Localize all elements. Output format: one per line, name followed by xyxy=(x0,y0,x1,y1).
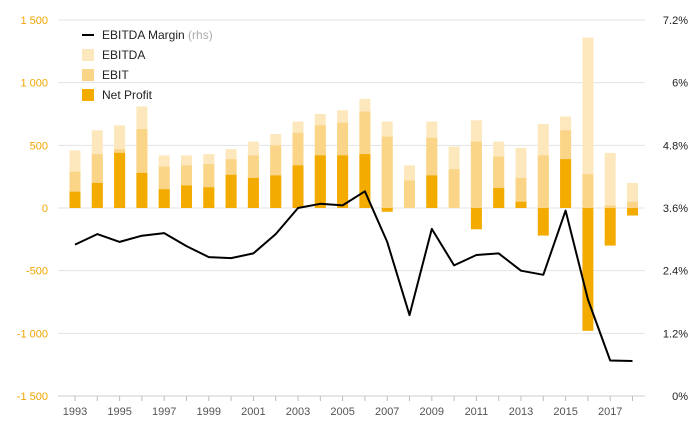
x-axis-tick-label: 2015 xyxy=(553,406,577,418)
x-axis-tick-label: 1999 xyxy=(197,406,221,418)
ebit-bar xyxy=(627,201,638,208)
x-axis-tick-label: 2007 xyxy=(375,406,399,418)
net-profit-bar xyxy=(359,154,371,208)
ebit-bar xyxy=(158,166,170,208)
net-profit-bar xyxy=(91,182,103,208)
left-axis-tick-label: 1 500 xyxy=(20,15,48,27)
ebitda-bar xyxy=(604,152,616,208)
gridlines xyxy=(58,19,645,397)
x-axis-tick-label: 2011 xyxy=(465,406,489,418)
ebit-bar xyxy=(404,180,415,208)
ebit-bar xyxy=(470,141,482,208)
x-axis-tick-label: 1993 xyxy=(63,406,87,418)
net-profit-bar xyxy=(247,177,259,208)
left-axis-tick-label: 500 xyxy=(30,140,48,152)
left-axis-tick-label: -500 xyxy=(26,266,48,278)
net-profit-bar xyxy=(292,165,304,208)
right-axis-tick-label: 7.2% xyxy=(663,15,688,27)
left-axis-tick-label: 0 xyxy=(42,203,48,215)
x-axis-tick-label: 2005 xyxy=(330,406,354,418)
legend: EBITDA Margin (rhs) EBITDA EBIT Net Profit xyxy=(82,28,213,102)
net-profit-bar xyxy=(381,208,393,212)
legend-label-suffix: (rhs) xyxy=(188,28,213,42)
legend-swatch xyxy=(82,69,94,81)
ebit-bar xyxy=(381,136,393,208)
x-axis-tick-label: 1997 xyxy=(152,406,176,418)
net-profit-bar xyxy=(114,152,126,208)
net-profit-bar xyxy=(158,189,170,208)
net-profit-bar xyxy=(69,191,81,208)
net-profit-bar xyxy=(470,208,482,230)
net-profit-bar xyxy=(604,208,616,246)
net-profit-bar xyxy=(337,155,349,208)
net-profit-bar xyxy=(537,208,549,236)
left-axis-tick-label: 1 000 xyxy=(20,78,48,90)
right-axis-tick-label: 0% xyxy=(672,391,688,403)
x-axis-tick-label: 2013 xyxy=(509,406,533,418)
net-profit-bar xyxy=(203,187,215,208)
net-profit-bar xyxy=(181,185,192,208)
net-profit-bar xyxy=(314,155,326,208)
ebit-bar xyxy=(493,156,505,208)
ebit-bar xyxy=(537,155,549,208)
ebit-bar xyxy=(69,171,81,208)
net-profit-bar xyxy=(225,174,237,208)
net-profit-bar xyxy=(627,208,638,216)
ebitda-margin-line-group xyxy=(74,190,633,362)
legend-label: EBIT xyxy=(102,68,129,82)
net-profit-bar xyxy=(560,159,572,208)
ebitda-bar xyxy=(582,37,594,209)
axes: -1 500 -1 000 -500 0 500 1 000 1 500 0% 1.2% 2.4%… xyxy=(17,15,688,418)
ebit-bar xyxy=(426,137,438,208)
ebit-bar xyxy=(91,154,103,208)
right-axis-tick-label: 6% xyxy=(672,78,688,90)
ebitda-bar xyxy=(627,182,638,208)
legend-swatch xyxy=(82,49,94,61)
ebit-bar xyxy=(136,129,148,208)
net-profit-bar xyxy=(515,201,527,208)
net-profit-bar xyxy=(582,208,594,331)
ebitda-margin-line xyxy=(74,190,633,362)
ebit-bar xyxy=(448,169,460,208)
x-axis-tick-label: 2009 xyxy=(420,406,444,418)
legend-label: EBITDA xyxy=(102,48,145,62)
ebit-bar xyxy=(203,164,215,208)
ebit-bar xyxy=(515,177,527,208)
net-profit-bar xyxy=(426,175,438,208)
x-axis-tick-label: 2001 xyxy=(241,406,265,418)
left-axis-tick-label: -1 000 xyxy=(17,328,48,340)
legend-swatch xyxy=(82,89,94,101)
x-axis-tick-label: 2017 xyxy=(598,406,622,418)
left-axis-tick-label: -1 500 xyxy=(17,391,48,403)
right-axis-tick-label: 2.4% xyxy=(663,266,688,278)
net-profit-bar xyxy=(270,175,282,208)
x-axis-tick-label: 2003 xyxy=(286,406,310,418)
ebit-bar xyxy=(604,205,616,208)
net-profit-bar xyxy=(136,172,148,208)
bars xyxy=(69,37,638,331)
x-axis-tick-label: 1995 xyxy=(107,406,131,418)
ebit-bar xyxy=(582,174,594,208)
legend-label: EBITDA Margin (rhs) xyxy=(102,28,213,42)
right-axis-tick-label: 1.2% xyxy=(663,328,688,340)
legend-label: Net Profit xyxy=(102,88,153,102)
net-profit-bar xyxy=(493,187,505,208)
right-axis-tick-label: 4.8% xyxy=(663,140,688,152)
right-axis-tick-label: 3.6% xyxy=(663,203,688,215)
